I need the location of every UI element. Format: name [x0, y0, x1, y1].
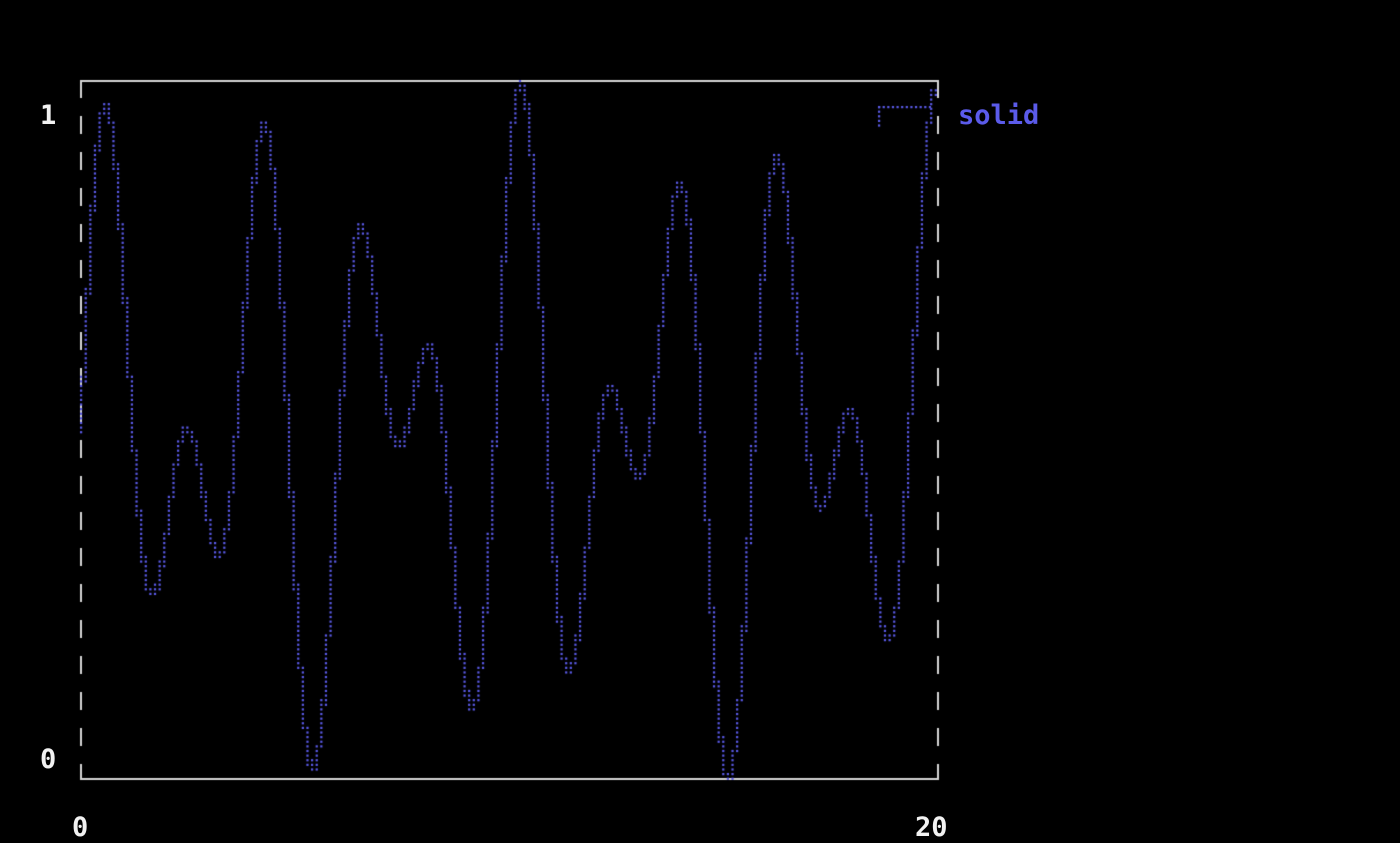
- legend-swatch-solid: [872, 96, 938, 136]
- y-axis-tick-label-min: 0: [40, 744, 57, 775]
- legend-swatch-canvas: [872, 96, 938, 136]
- x-axis-tick-label-max: 20: [915, 812, 948, 843]
- legend-label-solid: solid: [958, 100, 1040, 131]
- legend: solid: [872, 96, 1039, 136]
- y-axis-tick-label-max: 1: [40, 100, 57, 131]
- x-axis-tick-label-min: 0: [72, 812, 89, 843]
